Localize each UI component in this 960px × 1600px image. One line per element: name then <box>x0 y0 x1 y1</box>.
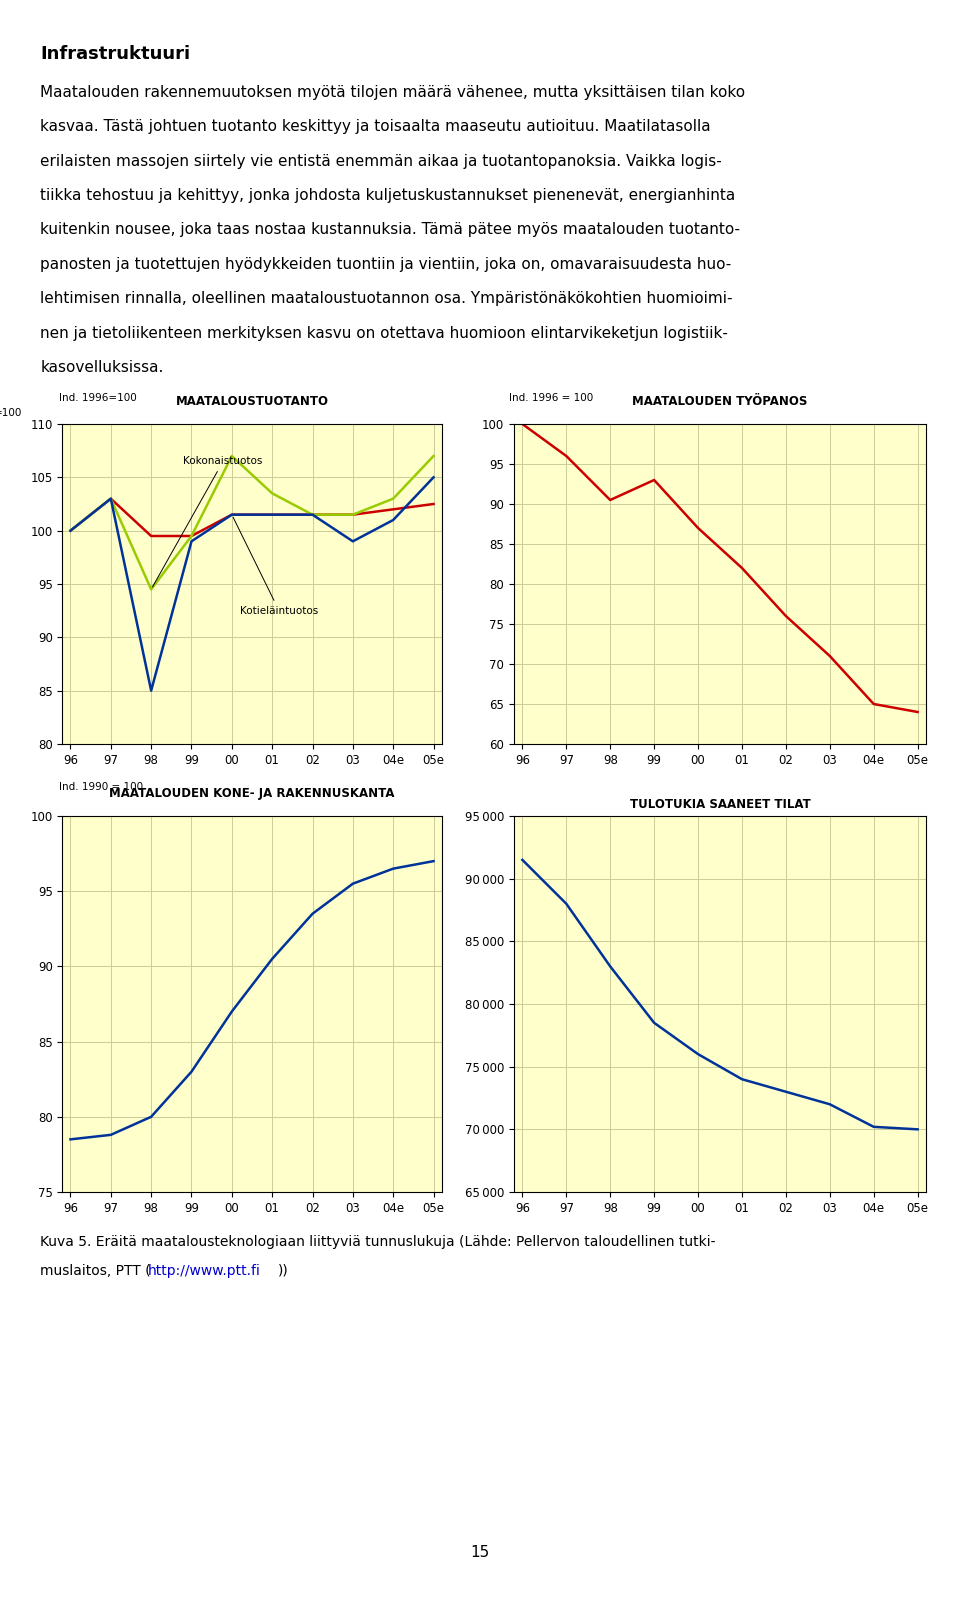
Text: kuitenkin nousee, joka taas nostaa kustannuksia. Tämä pätee myös maatalouden tuo: kuitenkin nousee, joka taas nostaa kusta… <box>40 222 740 237</box>
Text: Infrastruktuuri: Infrastruktuuri <box>40 45 190 62</box>
Text: Kokonaistuotos: Kokonaistuotos <box>153 456 263 587</box>
Text: Kotieläintuotos: Kotieläintuotos <box>233 517 318 616</box>
Text: 15: 15 <box>470 1546 490 1560</box>
Title: MAATALOUDEN KONE- JA RAKENNUSKANTA: MAATALOUDEN KONE- JA RAKENNUSKANTA <box>109 787 395 800</box>
Title: MAATALOUSTUOTANTO: MAATALOUSTUOTANTO <box>176 395 328 408</box>
Text: erilaisten massojen siirtely vie entistä enemmän aikaa ja tuotantopanoksia. Vaik: erilaisten massojen siirtely vie entistä… <box>40 154 722 168</box>
Title: TULOTUKIA SAANEET TILAT: TULOTUKIA SAANEET TILAT <box>630 798 810 811</box>
Text: =100: =100 <box>0 408 22 418</box>
Text: tiikka tehostuu ja kehittyy, jonka johdosta kuljetuskustannukset pienenevät, ene: tiikka tehostuu ja kehittyy, jonka johdo… <box>40 187 735 203</box>
Text: kasvaa. Tästä johtuen tuotanto keskittyy ja toisaalta maaseutu autioituu. Maatil: kasvaa. Tästä johtuen tuotanto keskittyy… <box>40 120 711 134</box>
Text: Kuva 5. Eräitä maatalousteknologiaan liittyviä tunnuslukuja (Lähde: Pellervon ta: Kuva 5. Eräitä maatalousteknologiaan lii… <box>40 1235 716 1250</box>
Text: http://www.ptt.fi: http://www.ptt.fi <box>148 1264 261 1278</box>
Text: Maatalouden rakennemuutoksen myötä tilojen määrä vähenee, mutta yksittäisen tila: Maatalouden rakennemuutoksen myötä tiloj… <box>40 85 746 99</box>
Text: )): )) <box>277 1264 288 1278</box>
Text: panosten ja tuotettujen hyödykkeiden tuontiin ja vientiin, joka on, omavaraisuud: panosten ja tuotettujen hyödykkeiden tuo… <box>40 258 732 272</box>
Text: Ind. 1990 = 100: Ind. 1990 = 100 <box>59 781 143 792</box>
Text: kasovelluksissa.: kasovelluksissa. <box>40 360 164 374</box>
Title: MAATALOUDEN TYÖPANOS: MAATALOUDEN TYÖPANOS <box>633 395 807 408</box>
Text: Ind. 1996 = 100: Ind. 1996 = 100 <box>510 394 593 403</box>
Text: Ind. 1996=100: Ind. 1996=100 <box>59 394 136 403</box>
Text: lehtimisen rinnalla, oleellinen maataloustuotannon osa. Ympäristönäkökohtien huo: lehtimisen rinnalla, oleellinen maatalou… <box>40 291 732 306</box>
Text: muslaitos, PTT (: muslaitos, PTT ( <box>40 1264 151 1278</box>
Text: nen ja tietoliikenteen merkityksen kasvu on otettava huomioon elintarvikeketjun : nen ja tietoliikenteen merkityksen kasvu… <box>40 325 729 341</box>
